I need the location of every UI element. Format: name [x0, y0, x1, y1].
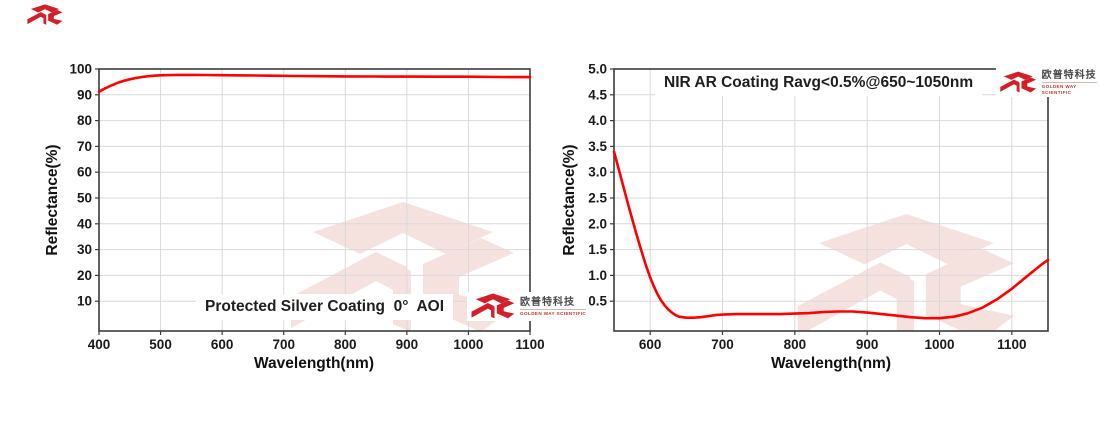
- x-tick-label: 700: [272, 337, 295, 352]
- y-tick-label: 3.0: [588, 165, 607, 180]
- x-tick-label: 800: [334, 337, 357, 352]
- y-tick-label: 60: [77, 165, 92, 180]
- y-tick-label: 20: [77, 268, 92, 283]
- right-x-axis-title: Wavelength(nm): [771, 355, 891, 372]
- y-tick-label: 2.5: [588, 191, 607, 206]
- jc-logo-icon: [1000, 71, 1037, 93]
- left-chart-annotation: Protected Silver Coating 0° AOI 欧普特科技 GO…: [196, 292, 590, 321]
- x-tick-label: 400: [88, 337, 111, 352]
- y-tick-label: 5.0: [588, 62, 607, 77]
- reflectance-curve: [612, 150, 1050, 320]
- brand-name-cn: 欧普特科技: [1041, 69, 1097, 81]
- y-tick-label: 70: [77, 139, 92, 154]
- y-tick-label: 80: [77, 113, 92, 128]
- right-brand-logo: 欧普特科技 GOLDEN WAY SCIENTIFIC: [996, 68, 1100, 97]
- x-tick-label: 600: [639, 337, 662, 352]
- left-y-axis-title: Reflectance(%): [44, 144, 61, 256]
- y-tick-label: 1.0: [588, 268, 607, 283]
- y-tick-label: 50: [77, 191, 92, 206]
- watermark-group: [797, 213, 1015, 331]
- x-tick-label: 1100: [997, 337, 1026, 352]
- plot-border: [98, 68, 531, 332]
- brand-name-en: GOLDEN WAY SCIENTIFIC: [1041, 81, 1097, 96]
- y-tick-label: 1.5: [588, 242, 607, 257]
- y-tick-label: 0.5: [588, 294, 607, 309]
- left-annotation-text: Protected Silver Coating 0° AOI: [196, 293, 454, 320]
- x-tick-label: 1000: [453, 337, 483, 352]
- reflectance-curve: [97, 73, 532, 93]
- jc-logo-icon: [471, 293, 515, 319]
- x-tick-label: 600: [211, 337, 234, 352]
- brand-name-en: GOLDEN WAY SCIENTIFIC: [520, 308, 587, 316]
- right-annotation-text: NIR AR Coating Ravg<0.5%@650~1050nm: [655, 69, 983, 96]
- left-brand-logo: 欧普特科技 GOLDEN WAY SCIENTIFIC: [467, 292, 590, 321]
- y-tick-label: 40: [77, 216, 92, 231]
- left-x-axis-title: Wavelength(nm): [254, 355, 374, 372]
- y-tick-label: 10: [77, 294, 92, 309]
- y-tick-label: 4.0: [588, 113, 607, 128]
- x-tick-label: 800: [784, 337, 807, 352]
- x-tick-label: 700: [711, 337, 734, 352]
- right-y-axis-title: Reflectance(%): [561, 144, 578, 256]
- x-tick-label: 900: [856, 337, 879, 352]
- brand-logo-icon: [27, 4, 63, 25]
- x-tick-label: 1000: [924, 337, 954, 352]
- y-tick-label: 30: [77, 242, 92, 257]
- y-tick-label: 2.0: [588, 216, 607, 231]
- y-tick-label: 90: [77, 87, 92, 102]
- brand-logo-text: 欧普特科技 GOLDEN WAY SCIENTIFIC: [1041, 69, 1097, 96]
- x-tick-label: 900: [396, 337, 419, 352]
- right-chart-annotation: NIR AR Coating Ravg<0.5%@650~1050nm 欧普特科…: [655, 68, 1100, 97]
- brand-logo-text: 欧普特科技 GOLDEN WAY SCIENTIFIC: [520, 296, 587, 317]
- plot-border: [613, 68, 1049, 332]
- y-tick-label: 100: [69, 62, 92, 77]
- x-tick-label: 500: [149, 337, 172, 352]
- y-tick-label: 4.5: [588, 87, 607, 102]
- x-tick-label: 1100: [515, 337, 544, 352]
- brand-name-cn: 欧普特科技: [520, 296, 576, 308]
- watermark-logo-icon: [797, 213, 1015, 331]
- y-tick-label: 3.5: [588, 139, 607, 154]
